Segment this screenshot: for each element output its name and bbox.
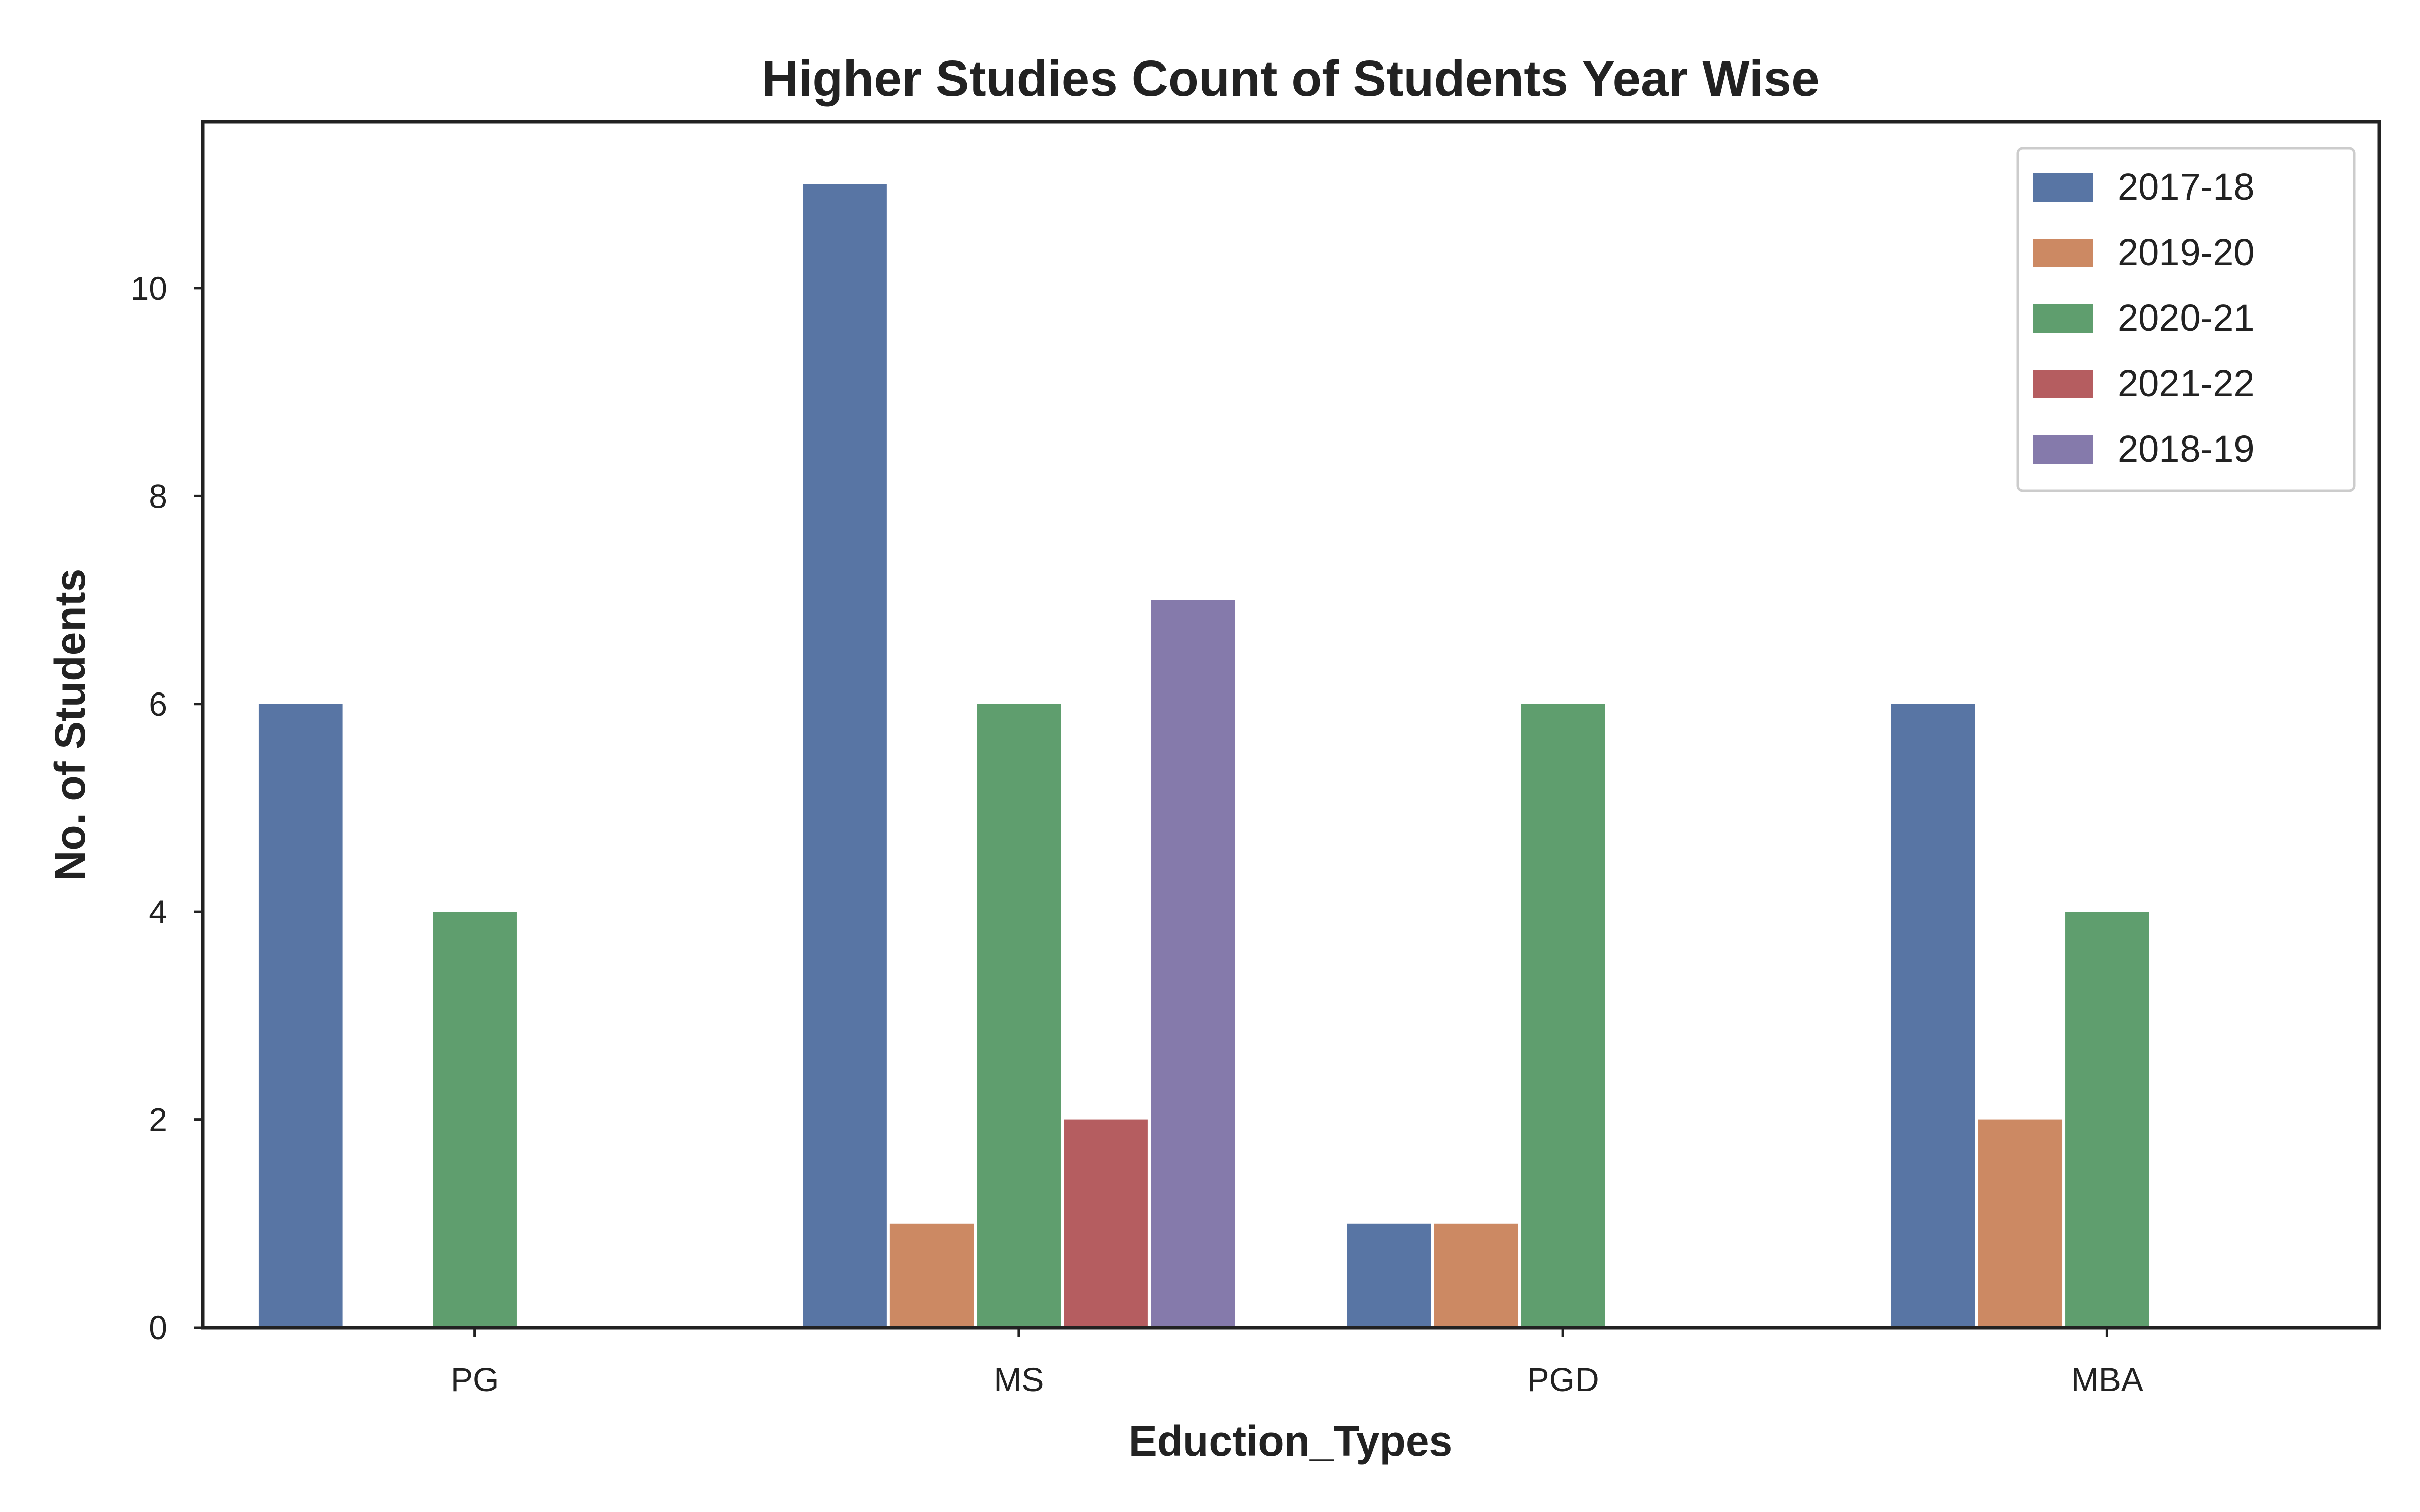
legend-label-2021-22: 2021-22 <box>2118 362 2255 404</box>
bar-ms-2019-20 <box>889 1223 974 1328</box>
legend-swatch-2018-19 <box>2033 435 2093 464</box>
legend-label-2018-19: 2018-19 <box>2118 428 2255 470</box>
x-tick-label-ms: MS <box>994 1361 1044 1398</box>
y-tick-label: 2 <box>149 1101 167 1139</box>
bar-ms-2017-18 <box>803 184 887 1328</box>
bar-ms-2018-19 <box>1151 600 1235 1328</box>
x-tick-label-mba: MBA <box>2071 1361 2143 1398</box>
legend: 2017-18 2019-20 2020-21 2021-22 2018-19 <box>2016 147 2356 492</box>
legend-label-2017-18: 2017-18 <box>2118 166 2255 208</box>
chart-title: Higher Studies Count of Students Year Wi… <box>762 50 1820 107</box>
y-tick-label: 10 <box>131 270 167 307</box>
legend-label-2020-21: 2020-21 <box>2118 297 2255 339</box>
bar-pg-2020-21 <box>433 912 517 1328</box>
bar-ms-2020-21 <box>977 704 1061 1328</box>
x-tick-label-pgd: PGD <box>1527 1361 1599 1398</box>
x-axis-label: Eduction_Types <box>1129 1417 1453 1465</box>
legend-swatch-2021-22 <box>2033 370 2093 398</box>
bar-pg-2017-18 <box>258 704 343 1328</box>
bar-mba-2019-20 <box>1978 1119 2063 1328</box>
y-tick-label: 6 <box>149 685 167 723</box>
plot-frame <box>201 120 2381 1330</box>
legend-swatch-2017-18 <box>2033 173 2093 202</box>
y-tick-label: 0 <box>149 1309 167 1346</box>
bar-ms-2021-22 <box>1064 1119 1148 1328</box>
bars-layer <box>258 184 2149 1328</box>
legend-box <box>2016 147 2356 492</box>
bar-pgd-2017-18 <box>1347 1223 1431 1328</box>
legend-swatch-2020-21 <box>2033 304 2093 333</box>
y-axis-ticks: 0 2 4 6 8 10 <box>131 270 203 1346</box>
y-tick-label: 4 <box>149 893 167 930</box>
bar-mba-2017-18 <box>1891 704 1975 1328</box>
y-tick-label: 8 <box>149 477 167 515</box>
bar-mba-2020-21 <box>2065 912 2149 1328</box>
bar-pgd-2019-20 <box>1434 1223 1518 1328</box>
legend-swatch-2019-20 <box>2033 239 2093 267</box>
x-tick-label-pg: PG <box>451 1361 499 1398</box>
x-axis-ticks: PG MS PGD MBA <box>451 1328 2143 1398</box>
bar-pgd-2020-21 <box>1521 704 1605 1328</box>
y-axis-label: No. of Students <box>46 569 94 881</box>
legend-label-2019-20: 2019-20 <box>2118 231 2255 273</box>
